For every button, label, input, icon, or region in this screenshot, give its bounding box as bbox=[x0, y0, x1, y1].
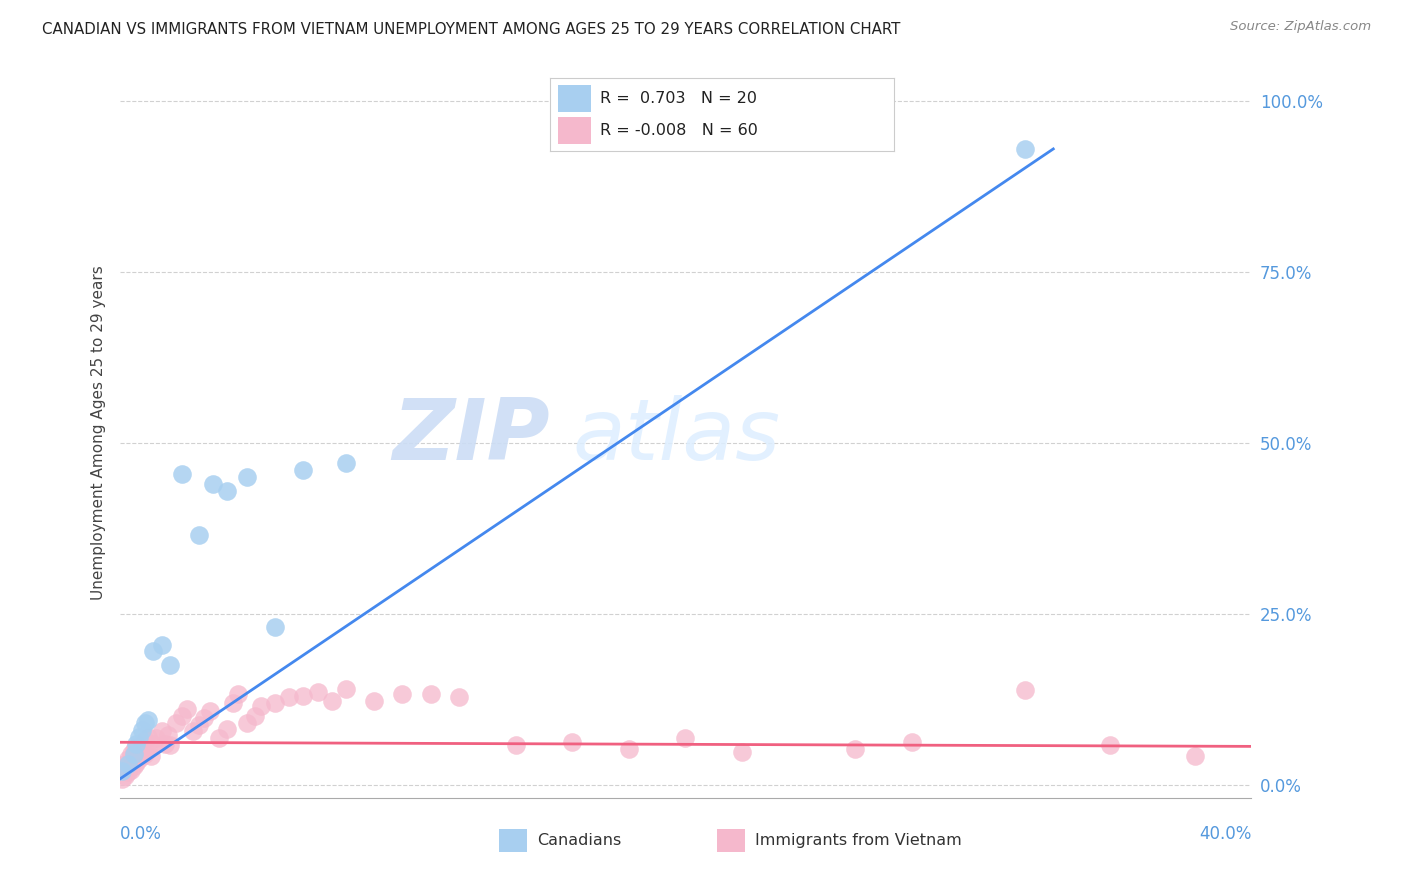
Point bbox=[1098, 738, 1121, 752]
Point bbox=[125, 737, 148, 751]
Text: CANADIAN VS IMMIGRANTS FROM VIETNAM UNEMPLOYMENT AMONG AGES 25 TO 29 YEARS CORRE: CANADIAN VS IMMIGRANTS FROM VIETNAM UNEM… bbox=[42, 22, 901, 37]
Point bbox=[114, 757, 136, 772]
Text: Source: ZipAtlas.com: Source: ZipAtlas.com bbox=[1230, 20, 1371, 33]
Y-axis label: Unemployment Among Ages 25 to 29 years: Unemployment Among Ages 25 to 29 years bbox=[90, 265, 105, 600]
Bar bbox=[558, 118, 591, 144]
Point bbox=[245, 709, 267, 723]
Point bbox=[145, 731, 167, 746]
Point bbox=[215, 722, 238, 736]
Point bbox=[250, 699, 273, 714]
Text: R =  0.703   N = 20: R = 0.703 N = 20 bbox=[599, 91, 756, 106]
Point bbox=[117, 752, 139, 766]
Point bbox=[111, 772, 134, 787]
Point bbox=[187, 528, 209, 542]
Point bbox=[201, 476, 224, 491]
Point bbox=[165, 716, 187, 731]
Point bbox=[901, 735, 924, 749]
Point bbox=[207, 731, 229, 746]
Point bbox=[131, 723, 153, 737]
Point bbox=[561, 735, 583, 749]
Point bbox=[215, 483, 238, 498]
Text: ZIP: ZIP bbox=[392, 395, 550, 478]
Point bbox=[150, 638, 173, 652]
Point bbox=[363, 694, 385, 708]
Point bbox=[198, 704, 221, 718]
Text: Canadians: Canadians bbox=[537, 833, 621, 847]
Point bbox=[111, 764, 134, 778]
Point bbox=[120, 763, 142, 777]
Point bbox=[142, 737, 165, 751]
Point bbox=[176, 702, 198, 716]
Point bbox=[117, 765, 139, 780]
Point bbox=[228, 688, 250, 702]
Point bbox=[139, 748, 162, 763]
Point bbox=[1014, 142, 1036, 156]
Point bbox=[122, 743, 145, 757]
Point bbox=[159, 658, 181, 673]
Point bbox=[128, 745, 150, 759]
Point bbox=[447, 690, 470, 705]
Point bbox=[335, 456, 357, 470]
Point bbox=[170, 709, 193, 723]
Point bbox=[278, 690, 301, 705]
Point bbox=[236, 470, 259, 484]
Point bbox=[307, 685, 329, 699]
Point bbox=[125, 756, 148, 770]
Point bbox=[292, 463, 315, 477]
Point bbox=[844, 742, 866, 756]
Point bbox=[120, 747, 142, 761]
Point bbox=[131, 748, 153, 763]
Point bbox=[136, 730, 159, 744]
Point bbox=[117, 757, 139, 772]
Point bbox=[128, 730, 150, 744]
Point bbox=[264, 696, 287, 710]
Point bbox=[134, 716, 156, 731]
Point bbox=[122, 747, 145, 761]
Point bbox=[617, 742, 640, 756]
Point bbox=[125, 740, 148, 755]
Point bbox=[181, 724, 204, 739]
Point bbox=[134, 733, 156, 747]
Point bbox=[134, 747, 156, 761]
Text: 40.0%: 40.0% bbox=[1199, 825, 1251, 843]
Point bbox=[236, 716, 259, 731]
Point bbox=[292, 689, 315, 703]
Text: R = -0.008   N = 60: R = -0.008 N = 60 bbox=[599, 123, 758, 138]
Bar bbox=[558, 86, 591, 112]
Point bbox=[187, 717, 209, 731]
Point bbox=[391, 688, 413, 702]
Point bbox=[150, 724, 173, 739]
Point bbox=[419, 688, 441, 702]
Text: Immigrants from Vietnam: Immigrants from Vietnam bbox=[755, 833, 962, 847]
Point bbox=[159, 738, 181, 752]
Text: 0.0%: 0.0% bbox=[120, 825, 162, 843]
Point bbox=[222, 696, 245, 710]
Point bbox=[264, 620, 287, 634]
Point bbox=[675, 731, 697, 746]
Point bbox=[142, 644, 165, 658]
Text: atlas: atlas bbox=[572, 395, 780, 478]
Point bbox=[153, 737, 176, 751]
Point bbox=[114, 769, 136, 783]
Point bbox=[122, 758, 145, 772]
Point bbox=[131, 738, 153, 752]
Point bbox=[193, 711, 215, 725]
Point bbox=[1184, 748, 1206, 763]
Point bbox=[335, 681, 357, 696]
Point bbox=[731, 745, 754, 759]
Point bbox=[170, 467, 193, 481]
Point bbox=[321, 694, 343, 708]
Point bbox=[1014, 683, 1036, 698]
Point bbox=[505, 738, 527, 752]
Point bbox=[136, 743, 159, 757]
Point bbox=[128, 752, 150, 766]
Point bbox=[156, 728, 179, 742]
Point bbox=[136, 713, 159, 727]
